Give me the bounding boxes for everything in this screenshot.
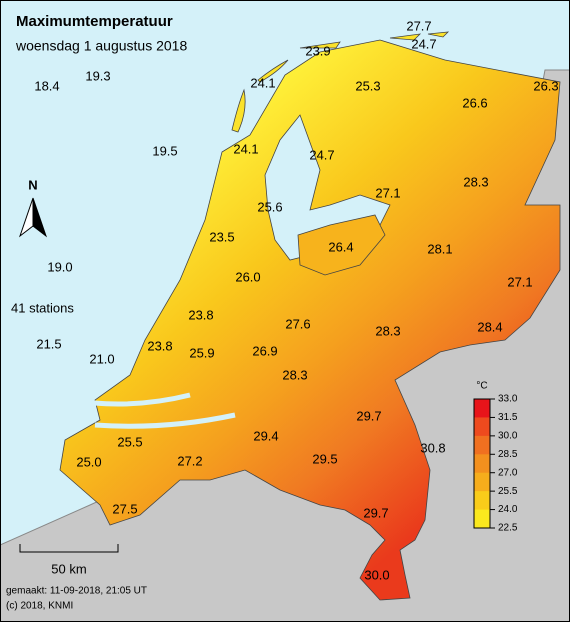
station-value: 26.4	[328, 239, 353, 254]
station-value: 21.0	[89, 351, 114, 366]
station-value: 29.7	[363, 505, 388, 520]
station-value: 24.7	[309, 147, 334, 162]
station-value: 27.6	[285, 316, 310, 331]
colorbar-segment	[474, 417, 490, 437]
station-value: 19.3	[85, 68, 110, 83]
station-value: 26.0	[235, 269, 260, 284]
station-value: 25.5	[117, 434, 142, 449]
colorbar-segment	[474, 399, 490, 418]
colorbar-segment	[474, 435, 490, 455]
subtitle: woensdag 1 augustus 2018	[15, 38, 187, 54]
wadden-islands	[231, 31, 450, 133]
colorbar-frame	[473, 398, 491, 529]
station-value: 28.3	[375, 323, 400, 338]
station-value: 25.0	[76, 454, 101, 469]
colorbar-label: 28.5	[498, 449, 518, 460]
stations: 27.7 24.7 23.9 24.1 25.3 26.6 26.3 18.4 19.3 19.5…	[34, 18, 558, 582]
station-value: 29.5	[312, 451, 337, 466]
station-value: 27.7	[406, 18, 431, 33]
colorbar-segment	[474, 509, 490, 529]
station-value: 28.1	[427, 241, 452, 256]
colorbar-label: 22.5	[498, 523, 518, 534]
station-value: 27.2	[177, 453, 202, 468]
colorbar-segment	[474, 454, 490, 474]
north-label: N	[28, 177, 37, 192]
station-value: 24.1	[233, 141, 258, 156]
unit: °C	[476, 381, 487, 392]
station-value: 25.3	[355, 78, 380, 93]
station-value: 19.5	[152, 143, 177, 158]
station-value: 30.8	[420, 440, 445, 455]
scale-label: 50 km	[51, 561, 86, 576]
station-value: 26.9	[252, 343, 277, 358]
station-value: 29.7	[356, 408, 381, 423]
station-value: 28.4	[477, 319, 502, 334]
made: gemaakt: 11-09-2018, 21:05 UT	[6, 586, 147, 597]
station-value: 19.0	[47, 259, 72, 274]
station-value: 27.5	[112, 501, 137, 516]
station-value: 23.8	[188, 307, 213, 322]
colorbar: 33.0 31.5 30.0 28.5 27.0 25.5 24.0 22.5	[473, 394, 518, 534]
flevoland	[297, 214, 386, 276]
scale-bar	[19, 544, 119, 553]
station-value: 24.1	[250, 75, 275, 90]
station-value: 30.0	[364, 567, 389, 582]
station-value: 18.4	[34, 78, 59, 93]
colorbar-segment	[474, 472, 490, 492]
station-value: 23.9	[305, 43, 330, 58]
colorbar-label: 24.0	[498, 504, 518, 515]
station-value: 28.3	[463, 174, 488, 189]
netherlands	[59, 39, 561, 601]
colorbar-label: 25.5	[498, 486, 518, 497]
colorbar-segment	[474, 491, 490, 511]
station-value: 29.4	[253, 428, 278, 443]
station-value: 23.5	[209, 229, 234, 244]
colorbar-label: 30.0	[498, 430, 518, 441]
copyright: (c) 2018, KNMI	[6, 601, 73, 612]
colorbar-label: 31.5	[498, 412, 518, 423]
colorbar-label: 33.0	[498, 394, 518, 405]
station-value: 26.3	[533, 78, 558, 93]
station-value: 27.1	[375, 185, 400, 200]
station-value: 21.5	[36, 336, 61, 351]
station-value: 24.7	[411, 36, 436, 51]
estuaries	[69, 392, 236, 429]
north-arrow	[32, 197, 48, 238]
station-value: 23.8	[147, 338, 172, 353]
station-value: 25.9	[189, 345, 214, 360]
station-value: 25.6	[257, 199, 282, 214]
station-value: 27.1	[507, 274, 532, 289]
station-value: 26.6	[462, 95, 487, 110]
station-count: 41 stations	[11, 300, 74, 315]
title: Maximumtemperatuur	[16, 13, 173, 30]
station-value: 28.3	[282, 367, 307, 382]
colorbar-label: 27.0	[498, 467, 518, 478]
